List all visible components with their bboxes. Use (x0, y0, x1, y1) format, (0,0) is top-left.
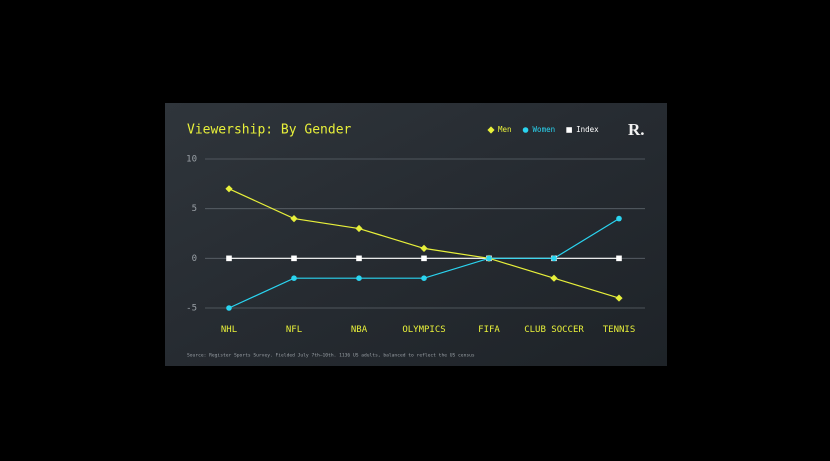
x-tick-label: OLYMPICS (402, 325, 446, 335)
x-tick-label: NFL (285, 325, 303, 335)
data-point (290, 215, 298, 223)
chart-title: Viewership: By Gender (187, 123, 352, 138)
data-point (226, 305, 232, 311)
x-tick-label: CLUB SOCCER (524, 325, 584, 335)
legend-label: Women (533, 125, 556, 134)
legend-marker (566, 127, 572, 133)
data-point (421, 275, 427, 282)
x-tick-label: FIFA (478, 325, 500, 335)
x-tick-label: TENNIS (602, 325, 636, 335)
data-point (486, 255, 492, 262)
logo: R. (628, 120, 645, 139)
data-point (616, 215, 622, 222)
legend-label: Index (576, 125, 599, 134)
data-point (420, 244, 428, 252)
x-tick-label: NHL (220, 325, 238, 335)
data-point (291, 275, 297, 282)
data-point (615, 294, 623, 302)
data-point (421, 255, 427, 262)
y-tick-label: 10 (186, 155, 197, 165)
data-point (550, 274, 558, 282)
data-point (355, 224, 363, 233)
data-point (551, 255, 557, 262)
y-tick-label: 5 (192, 204, 197, 214)
data-point (356, 275, 362, 282)
x-tick-label: NBA (350, 325, 368, 335)
y-tick-label: 0 (192, 254, 197, 264)
legend-marker (522, 127, 529, 133)
data-point (356, 255, 362, 262)
data-point (226, 255, 232, 262)
legend-label: Men (498, 125, 512, 134)
legend-marker (487, 126, 495, 134)
source-note: Source: Register Sports Survey. Fielded … (187, 353, 475, 359)
data-point (616, 255, 622, 262)
data-point (291, 255, 297, 262)
y-tick-label: -5 (186, 304, 197, 314)
panel (165, 103, 667, 366)
data-point (225, 185, 233, 193)
